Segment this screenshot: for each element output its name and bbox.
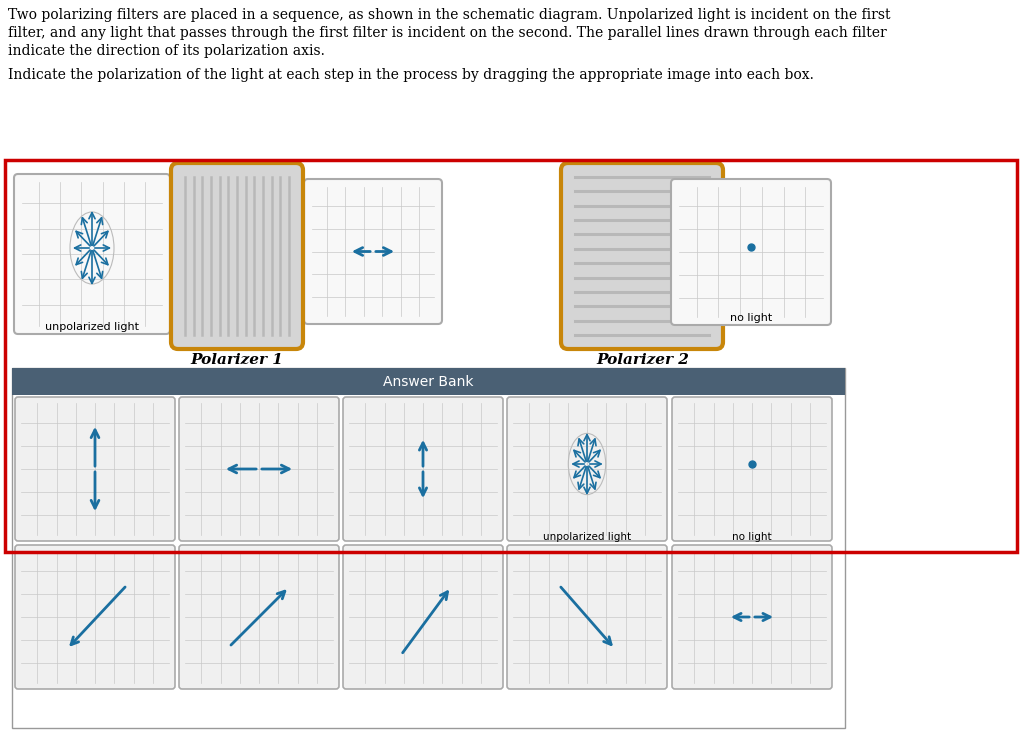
Bar <box>12 368 845 728</box>
Text: Polarizer 2: Polarizer 2 <box>597 353 689 367</box>
Text: Two polarizing filters are placed in a sequence, as shown in the schematic diagr: Two polarizing filters are placed in a s… <box>8 8 891 22</box>
FancyBboxPatch shape <box>15 397 175 541</box>
Text: Answer Bank: Answer Bank <box>383 374 474 388</box>
Bar <box>5 160 1017 552</box>
FancyBboxPatch shape <box>672 397 831 541</box>
FancyBboxPatch shape <box>507 545 667 689</box>
FancyBboxPatch shape <box>561 163 723 349</box>
FancyBboxPatch shape <box>179 397 339 541</box>
FancyBboxPatch shape <box>171 163 303 349</box>
FancyBboxPatch shape <box>179 545 339 689</box>
Text: indicate the direction of its polarization axis.: indicate the direction of its polarizati… <box>8 44 325 58</box>
Text: Indicate the polarization of the light at each step in the process by dragging t: Indicate the polarization of the light a… <box>8 68 814 82</box>
FancyBboxPatch shape <box>343 545 503 689</box>
FancyBboxPatch shape <box>507 397 667 541</box>
Bar <box>12 368 845 395</box>
Text: unpolarized light: unpolarized light <box>543 532 631 542</box>
Text: Polarizer 1: Polarizer 1 <box>190 353 284 367</box>
Text: no light: no light <box>732 532 772 542</box>
FancyBboxPatch shape <box>304 179 442 324</box>
Text: no light: no light <box>730 313 772 323</box>
FancyBboxPatch shape <box>15 545 175 689</box>
Text: unpolarized light: unpolarized light <box>45 322 139 332</box>
FancyBboxPatch shape <box>343 397 503 541</box>
FancyBboxPatch shape <box>14 174 170 334</box>
FancyBboxPatch shape <box>671 179 831 325</box>
FancyBboxPatch shape <box>672 545 831 689</box>
Text: filter, and any light that passes through the first filter is incident on the se: filter, and any light that passes throug… <box>8 26 887 40</box>
